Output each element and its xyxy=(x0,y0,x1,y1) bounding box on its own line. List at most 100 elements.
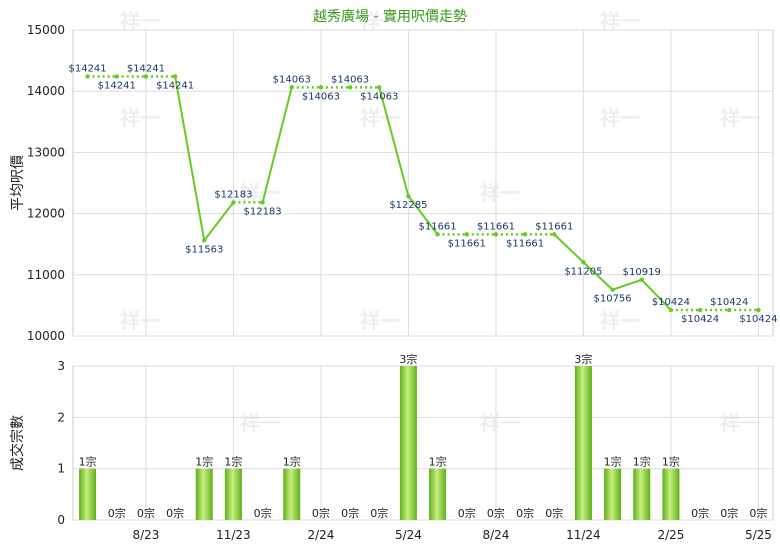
price-point xyxy=(406,193,411,199)
price-point xyxy=(377,85,382,90)
price-point xyxy=(697,307,703,313)
price-data-label: $11205 xyxy=(564,266,602,277)
price-line-series xyxy=(85,74,761,313)
volume-panel: 0 1 2 3 1宗 0宗 0宗 0宗 1宗 1宗 0宗 1宗 0宗 0宗 0宗 3宗 1宗 0宗 0宗 0宗 0宗 3… xyxy=(57,352,774,542)
watermark-text: 祥一 xyxy=(720,411,760,435)
price-point xyxy=(172,74,178,79)
price-data-label: $11661 xyxy=(477,221,515,232)
volume-y-tick-label: 2 xyxy=(57,410,65,424)
price-point xyxy=(260,200,265,205)
price-data-label: $11661 xyxy=(506,238,544,249)
x-tick-label: 11/24 xyxy=(566,528,601,542)
watermark-text: 祥一 xyxy=(120,309,160,333)
price-line-segment xyxy=(261,87,293,203)
price-data-label: $14241 xyxy=(98,80,136,91)
volume-bar-labels: 1宗 0宗 0宗 0宗 1宗 1宗 0宗 1宗 0宗 0宗 0宗 3宗 1宗 0宗 0宗 0宗 0宗 3宗 1宗 1宗… xyxy=(79,352,768,520)
price-data-label: $10424 xyxy=(739,314,777,325)
x-tick-label: 2/24 xyxy=(307,528,334,542)
volume-bar xyxy=(604,468,622,520)
volume-bar-label: 0宗 xyxy=(545,506,563,520)
price-point xyxy=(289,85,294,90)
volume-bar-label: 3宗 xyxy=(399,352,417,366)
watermark-text: 祥一 xyxy=(720,106,760,130)
volume-bar xyxy=(283,468,301,520)
volume-bar-label: 0宗 xyxy=(691,506,709,520)
price-point xyxy=(639,277,644,282)
price-data-label: $11661 xyxy=(448,238,486,249)
volume-bar xyxy=(79,468,97,520)
price-line-segment xyxy=(174,76,206,241)
volume-bar-label: 1宗 xyxy=(662,455,680,469)
price-data-labels: $14241 $14241 $14241 $14241 $11563 $12183 $121… xyxy=(68,63,777,325)
volume-bar-label: 0宗 xyxy=(487,506,505,520)
volume-bar xyxy=(662,468,680,520)
price-y-ticks: 10000 11000 12000 13000 14000 15000 xyxy=(27,23,65,343)
price-data-label: $14241 xyxy=(68,63,106,74)
watermark-text: 祥一 xyxy=(240,181,280,205)
price-line-segment xyxy=(582,261,614,291)
price-data-label: $12285 xyxy=(389,200,427,211)
volume-bar-label: 3宗 xyxy=(574,352,592,366)
volume-bar-label: 0宗 xyxy=(370,506,388,520)
price-gridlines xyxy=(72,29,774,337)
price-y-tick-label: 14000 xyxy=(27,84,65,98)
price-y-tick-label: 10000 xyxy=(27,329,65,343)
price-data-label: $14063 xyxy=(273,74,311,85)
volume-bar-label: 1宗 xyxy=(429,455,447,469)
volume-y-tick-label: 3 xyxy=(57,359,65,373)
volume-bar xyxy=(633,468,651,520)
price-data-label: $11661 xyxy=(418,221,456,232)
watermark-text: 祥一 xyxy=(480,411,520,435)
price-point xyxy=(114,74,119,79)
volume-bar-label: 0宗 xyxy=(458,506,476,520)
volume-y-axis-label: 成交宗數 xyxy=(9,415,26,471)
volume-bar-label: 0宗 xyxy=(137,506,155,520)
watermark-text: 祥一 xyxy=(600,106,640,130)
volume-y-ticks: 0 1 2 3 xyxy=(57,359,65,527)
volume-bar-label: 1宗 xyxy=(79,455,97,469)
price-point xyxy=(581,260,586,265)
volume-bar-label: 0宗 xyxy=(516,506,534,520)
price-line-segment xyxy=(407,195,439,235)
price-point xyxy=(202,238,207,243)
x-axis-ticks: 8/23 11/23 2/24 5/24 8/24 11/24 2/25 5/25 xyxy=(132,528,771,542)
volume-bar-label: 1宗 xyxy=(633,455,651,469)
x-tick-label: 8/24 xyxy=(482,528,509,542)
price-panel-frame xyxy=(72,29,774,337)
price-y-axis-label: 平均呎價 xyxy=(9,155,26,211)
x-tick-label: 8/23 xyxy=(132,528,159,542)
watermark-text: 祥一 xyxy=(360,9,400,33)
volume-bar-label: 0宗 xyxy=(312,506,330,520)
price-point xyxy=(668,307,674,313)
watermark-text: 祥一 xyxy=(360,106,400,130)
watermark-text: 祥一 xyxy=(600,309,640,333)
watermark-text: 祥一 xyxy=(600,9,640,33)
x-tick-label: 2/25 xyxy=(657,528,684,542)
watermark-text: 祥一 xyxy=(480,181,520,205)
price-data-label: $14063 xyxy=(302,91,340,102)
price-data-label: $10424 xyxy=(710,297,748,308)
watermark-text: 祥一 xyxy=(360,309,400,333)
price-data-label: $14063 xyxy=(331,74,369,85)
price-point xyxy=(318,85,324,90)
volume-bar-label: 0宗 xyxy=(749,506,767,520)
watermark-text: 祥一 xyxy=(120,9,160,33)
price-point xyxy=(493,232,499,237)
price-point xyxy=(522,232,528,237)
volume-bar-label: 1宗 xyxy=(224,455,242,469)
price-point xyxy=(727,307,732,313)
price-data-label: $14241 xyxy=(156,80,194,91)
price-data-label: $10424 xyxy=(681,314,719,325)
volume-bar xyxy=(574,366,592,520)
x-tick-label: 5/24 xyxy=(395,528,422,542)
price-data-label: $11661 xyxy=(535,221,573,232)
x-tick-label: 11/23 xyxy=(216,528,251,542)
volume-bar xyxy=(399,366,417,520)
price-point xyxy=(85,74,90,79)
price-data-label: $14063 xyxy=(360,91,398,102)
watermark-text: 祥一 xyxy=(240,411,280,435)
price-data-label: $11563 xyxy=(185,244,223,255)
